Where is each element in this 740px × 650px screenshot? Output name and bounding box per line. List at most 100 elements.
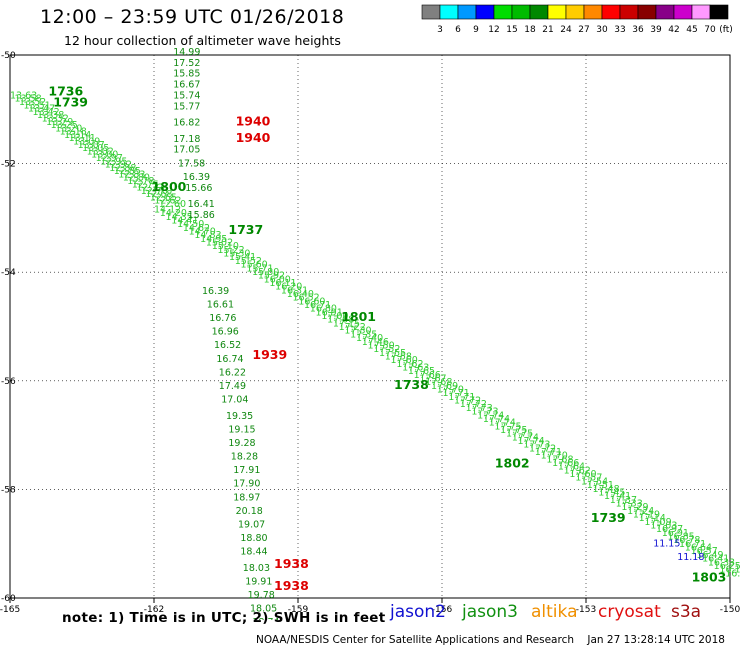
swh-label-diagonal: 16.31: [281, 285, 308, 296]
swh-label-diagonal: 12.92: [105, 160, 132, 171]
swh-label-diagonal: 15.92: [258, 271, 285, 282]
swh-label-vertical: 18.44: [240, 547, 267, 558]
chart-title: 12:00 – 23:59 UTC 01/26/2018: [40, 6, 345, 28]
swh-label-diagonal: 17.63: [402, 362, 429, 373]
swh-label-diagonal: 17.60: [391, 355, 418, 366]
y-tick-label: -60: [1, 594, 16, 604]
swh-label-diagonal: 13.25: [51, 120, 78, 131]
colorbar-label: 70: [704, 25, 716, 35]
swh-label-diagonal: 16.20: [275, 282, 302, 293]
swh-label-diagonal: 15.02: [206, 238, 233, 249]
swh-label-diagonal: 17.60: [569, 469, 596, 480]
swh-label-diagonal: 17.54: [581, 476, 608, 487]
swh-label-diagonal: 12.75: [132, 179, 159, 190]
swh-label-diagonal: 12.65: [150, 192, 177, 203]
swh-label-vertical: 17.49: [219, 381, 246, 392]
plot-frame: [9, 54, 731, 599]
swh-label-diagonal: 13.07: [78, 140, 105, 151]
swh-label-diagonal: 16.52: [292, 293, 319, 304]
swh-label-diagonal: 13.20: [55, 123, 82, 134]
swh-label-diagonal: 16.00: [264, 274, 291, 285]
swh-label-diagonal: 17.30: [344, 326, 371, 337]
swh-label-vertical: 18.05: [250, 604, 277, 615]
swh-label-diagonal: 13.05: [82, 143, 109, 154]
swh-label-vertical: 16.82: [173, 118, 200, 129]
swh-label-diagonal: 16.85: [668, 532, 695, 543]
swh-label-diagonal: 17.72: [454, 396, 481, 407]
swh-label-diagonal: 16.09: [725, 568, 740, 579]
swh-label-diagonal: 17.69: [431, 381, 458, 392]
swh-label-diagonal: 17.58: [385, 351, 412, 362]
swh-label-diagonal: 13.51: [24, 100, 51, 111]
y-tick-label: -52: [1, 160, 16, 170]
swh-label-diagonal: 15.22: [217, 245, 244, 256]
swh-label-vertical: 16.22: [219, 367, 246, 378]
y-tick-label: -58: [1, 485, 16, 495]
swh-label-diagonal: 17.71: [535, 447, 562, 458]
swh-label-diagonal: 14.95: [200, 234, 227, 245]
pass-time-label: 1940: [236, 114, 271, 129]
swh-label-diagonal: 17.67: [419, 374, 446, 385]
swh-label-vertical: 16.39: [183, 172, 210, 183]
pass-time-label: 1938: [274, 578, 309, 593]
swh-label-diagonal: 16.60: [298, 296, 325, 307]
swh-label-diagonal: 14.83: [194, 230, 221, 241]
swh-label-jason2: 11.15: [653, 538, 680, 549]
swh-label-diagonal: 14.12: [154, 204, 181, 215]
colorbar-label: 33: [614, 25, 625, 35]
swh-label-vertical: 16.39: [202, 286, 229, 297]
swh-label-diagonal: 17.37: [610, 495, 637, 506]
swh-label-vertical: 15.85: [173, 69, 200, 80]
swh-label-vertical: 17.90: [233, 479, 260, 490]
satellite-legend-altika: altika: [531, 602, 578, 622]
swh-label-diagonal: 12.72: [136, 183, 163, 194]
colorbar-label: 6: [455, 25, 461, 35]
swh-label-diagonal: 16.57: [691, 546, 718, 557]
swh-label-diagonal: 17.62: [396, 359, 423, 370]
swh-label-vertical: 18.97: [233, 492, 260, 503]
colorbar-label: 24: [560, 25, 572, 35]
swh-label-diagonal: 17.74: [512, 432, 539, 443]
swh-label-diagonal: 14.62: [183, 223, 210, 234]
swh-label-diagonal: 17.24: [627, 506, 654, 517]
swh-label-diagonal: 14.41: [171, 215, 198, 226]
plot-area: -165 -162 -159 -156 -153 -150 -50 -52 -54 -56 -58 -…: [0, 47, 740, 620]
swh-label-diagonal: 17.68: [546, 454, 573, 465]
colorbar-label: 15: [506, 25, 517, 35]
swh-label-diagonal: 13.47: [28, 104, 55, 115]
swh-label-vertical: 16.52: [214, 340, 241, 351]
y-tick-label: -50: [1, 51, 16, 61]
swh-label-diagonal: 13.58: [15, 94, 42, 105]
swh-label-diagonal: 17.65: [408, 366, 435, 377]
swh-label-diagonal: 17.41: [604, 491, 631, 502]
swh-label-diagonal: 17.70: [541, 451, 568, 462]
swh-label-diagonal: 16.71: [679, 539, 706, 550]
swh-label-diagonal: 13.63: [10, 90, 37, 101]
swh-label-vertical: 16.41: [188, 199, 215, 210]
x-tick-label: -156: [432, 605, 453, 615]
swh-label-diagonal: 12.83: [118, 169, 145, 180]
swh-label-diagonal: 17.45: [598, 487, 625, 498]
swh-label-diagonal: 13.11: [69, 133, 96, 144]
swh-label-diagonal: 17.72: [529, 443, 556, 454]
swh-label-diagonal: 13.32: [42, 113, 69, 124]
swh-label-diagonal: 17.33: [616, 498, 643, 509]
swh-label-diagonal: 17.19: [633, 509, 660, 520]
satellite-legend-cryosat: cryosat: [598, 602, 661, 622]
swh-label-vertical: 20.18: [236, 506, 263, 517]
swh-label-diagonal: 13.29: [46, 117, 73, 128]
swh-label-diagonal: 15.60: [241, 260, 268, 271]
satellite-legend-s3a: s3a: [671, 602, 702, 622]
swh-label-vertical: 17.58: [178, 158, 205, 169]
swh-label-diagonal: 17.74: [483, 414, 510, 425]
swh-label-diagonal: 12.78: [127, 176, 154, 187]
swh-label-diagonal: 17.62: [564, 465, 591, 476]
colorbar-unit: (ft): [719, 25, 733, 35]
colorbar-label: 30: [596, 25, 608, 35]
swh-label-diagonal: 12.88: [109, 163, 136, 174]
swh-label-diagonal: 13.52: [19, 97, 46, 108]
swh-label-diagonal: 17.70: [437, 385, 464, 396]
swh-label-diagonal: 17.74: [477, 410, 504, 421]
pass-time-label: 1803: [692, 570, 727, 585]
swh-label-vertical: 19.91: [245, 576, 272, 587]
